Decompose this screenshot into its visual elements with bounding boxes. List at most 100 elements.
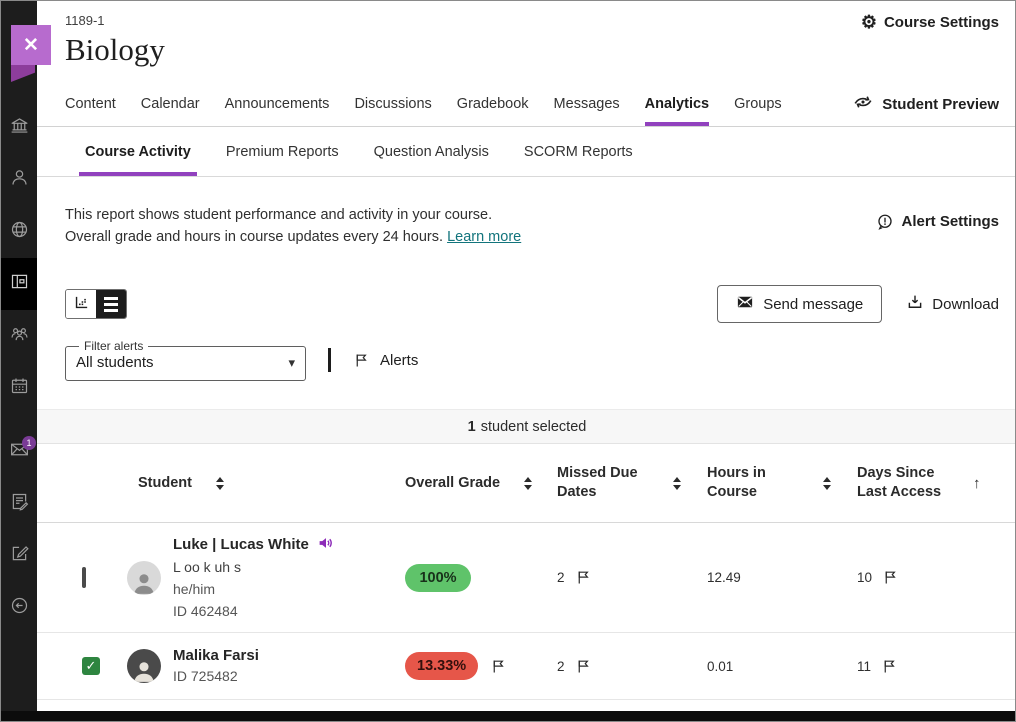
student-name[interactable]: Malika Farsi	[173, 646, 259, 664]
alert-flag-icon[interactable]	[881, 658, 898, 675]
filter-alerts-label: Filter alerts	[84, 339, 144, 353]
tab-gradebook[interactable]: Gradebook	[456, 96, 529, 112]
student-preview-icon	[852, 91, 874, 117]
sort-ascending-icon[interactable]: ↑	[973, 474, 981, 492]
sign-out-icon	[9, 595, 30, 621]
chart-view-button[interactable]	[66, 290, 96, 318]
sidebar-item-sign-out[interactable]	[1, 591, 37, 625]
sidebar-item-calendar[interactable]	[1, 371, 37, 405]
global-sidebar: 1	[1, 1, 37, 713]
alert-flag-icon[interactable]	[575, 658, 592, 675]
sidebar-item-activity[interactable]	[1, 215, 37, 249]
gear-icon: ⚙	[860, 12, 877, 32]
row-checkbox[interactable]	[82, 566, 86, 588]
subtab-course-activity[interactable]: Course Activity	[79, 127, 197, 176]
calendar-icon	[9, 375, 30, 401]
student-id: ID 462484	[173, 603, 238, 619]
pronunciation-audio-button[interactable]	[317, 534, 335, 555]
sidebar-item-profile[interactable]	[1, 163, 37, 197]
student-name[interactable]: Luke | Lucas White	[173, 536, 309, 553]
globe-icon	[9, 219, 30, 245]
report-description-line2: Overall grade and hours in course update…	[65, 229, 444, 245]
hours-in-course-value: 12.49	[707, 570, 741, 585]
days-since-last-access-value: 11	[857, 658, 872, 674]
filter-alerts-select[interactable]: Filter alerts All students ▾	[65, 339, 306, 381]
chart-icon	[73, 294, 90, 314]
list-view-button[interactable]	[96, 290, 126, 318]
download-label: Download	[932, 295, 999, 313]
sidebar-item-courses[interactable]	[1, 258, 37, 310]
organizations-icon	[9, 323, 30, 349]
avatar	[127, 560, 161, 595]
student-id: ID 725482	[173, 667, 238, 684]
student-preview-button[interactable]: Student Preview	[852, 82, 999, 126]
close-course-button[interactable]: ✕	[11, 25, 51, 65]
sort-icon[interactable]	[215, 476, 224, 490]
grade-badge: 13.33%	[405, 652, 479, 680]
tab-discussions[interactable]: Discussions	[354, 96, 432, 112]
selection-banner: 1 student selected	[37, 409, 1015, 444]
table-row: Luke | Lucas White L oo k uh s he/him ID…	[37, 523, 1015, 633]
alerts-filter-button[interactable]: Alerts	[353, 352, 418, 369]
missed-due-dates-value: 2	[557, 658, 565, 674]
filter-alerts-value: All students	[76, 354, 154, 371]
flag-icon	[353, 352, 370, 369]
messages-badge: 1	[22, 436, 36, 450]
filter-row: Filter alerts All students ▾ Alerts	[37, 339, 1015, 381]
bottom-bar	[1, 711, 1015, 721]
subtab-scorm-reports[interactable]: SCORM Reports	[523, 143, 633, 160]
institution-icon	[9, 115, 30, 141]
alert-flag-icon[interactable]	[490, 658, 507, 675]
selected-label: student selected	[480, 418, 587, 435]
speaker-icon	[317, 534, 335, 555]
sidebar-item-institution[interactable]	[1, 111, 37, 145]
student-pronouns: he/him	[173, 581, 216, 597]
sidebar-item-organizations[interactable]	[1, 319, 37, 353]
column-header-missed-due-dates[interactable]: Missed Due Dates	[541, 464, 691, 502]
toolbar: Send message Download	[37, 285, 1015, 323]
subtab-premium-reports[interactable]: Premium Reports	[225, 143, 339, 160]
course-nav: Content Calendar Announcements Discussio…	[37, 82, 1015, 127]
alert-flag-icon[interactable]	[575, 569, 592, 586]
sort-icon[interactable]	[524, 476, 533, 490]
divider	[328, 348, 331, 372]
alert-settings-label: Alert Settings	[901, 213, 999, 230]
tab-analytics[interactable]: Analytics	[644, 82, 710, 126]
tab-announcements[interactable]: Announcements	[224, 96, 330, 112]
course-settings-button[interactable]: ⚙ Course Settings	[861, 13, 999, 31]
tab-content[interactable]: Content	[65, 96, 116, 112]
view-toggle	[65, 289, 127, 319]
sidebar-item-grades[interactable]	[1, 487, 37, 521]
avatar	[127, 649, 161, 683]
tab-calendar[interactable]: Calendar	[140, 96, 200, 112]
alert-settings-button[interactable]: Alert Settings	[876, 204, 999, 248]
sidebar-item-assist[interactable]	[1, 539, 37, 573]
course-id: 1189-1	[65, 13, 105, 28]
row-checkbox[interactable]: ✓	[82, 657, 100, 675]
column-header-days-since-last-access[interactable]: Days Since Last Access ↑	[857, 465, 981, 500]
subtab-question-analysis[interactable]: Question Analysis	[373, 143, 489, 160]
analytics-subnav: Course Activity Premium Reports Question…	[37, 127, 1015, 177]
learn-more-link[interactable]: Learn more	[447, 229, 522, 245]
download-button[interactable]: Download	[906, 293, 999, 315]
column-header-hours-in-course[interactable]: Hours in Course	[691, 464, 841, 502]
compose-icon	[9, 543, 30, 569]
courses-icon	[9, 271, 30, 297]
sort-icon[interactable]	[823, 476, 831, 490]
course-settings-label: Course Settings	[883, 13, 999, 31]
column-header-overall-grade[interactable]: Overall Grade	[396, 475, 541, 491]
sort-icon[interactable]	[673, 476, 681, 490]
send-message-button[interactable]: Send message	[717, 285, 883, 323]
missed-due-dates-value: 2	[557, 570, 565, 585]
grade-badge: 100%	[405, 563, 471, 592]
student-preview-label: Student Preview	[882, 95, 999, 113]
column-header-student[interactable]: Student	[111, 475, 396, 491]
tab-messages[interactable]: Messages	[553, 96, 620, 112]
close-icon: ✕	[23, 34, 39, 56]
tab-groups[interactable]: Groups	[734, 96, 782, 112]
sidebar-item-messages[interactable]: 1	[1, 435, 37, 469]
list-icon	[104, 296, 118, 312]
alert-flag-icon[interactable]	[882, 569, 899, 586]
student-pronunciation: L oo k uh s	[173, 559, 241, 575]
